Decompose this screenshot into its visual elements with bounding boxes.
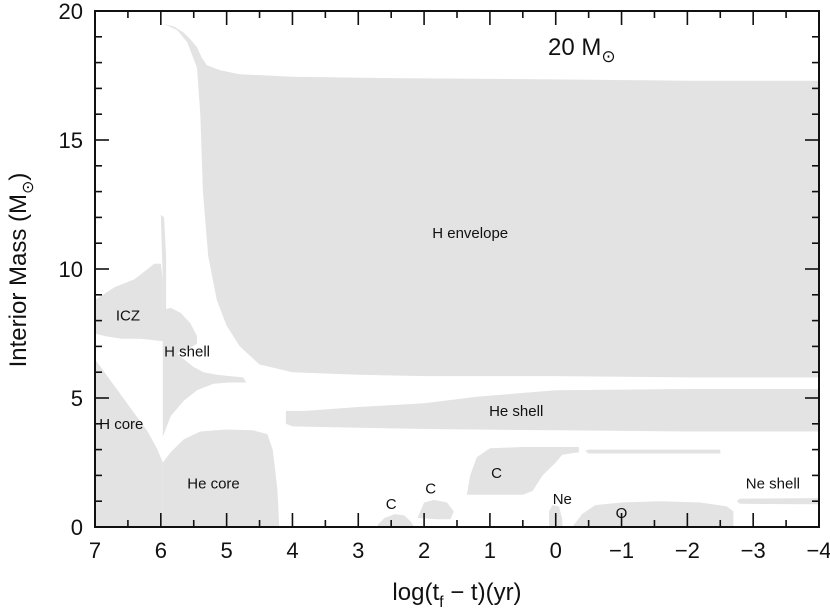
region-label-ne-shell-12: Ne shell [746, 475, 800, 492]
region-label-c-6: C [386, 496, 397, 513]
region-h-shell-2 [160, 214, 247, 437]
x-tick-label-8: −1 [609, 538, 634, 563]
region-label-c-8: C [491, 465, 502, 482]
region-label-he-shell-5: He shell [489, 403, 543, 420]
y-tick-label-2: 10 [59, 257, 83, 282]
x-tick-label-6: 1 [484, 538, 496, 563]
region-label-h-core-3: H core [99, 416, 143, 433]
y-tick-label-3: 15 [59, 128, 83, 153]
region-c-6 [378, 514, 415, 527]
x-tick-label-1: 6 [155, 538, 167, 563]
region-o-10 [572, 501, 734, 527]
region-h-envelope-0 [164, 23, 820, 378]
x-tick-label-7: 0 [550, 538, 562, 563]
region-he-shell-5 [285, 389, 819, 432]
x-tick-label-4: 3 [352, 538, 364, 563]
chart-title: 20 M⊙ [548, 34, 616, 66]
y-tick-label-4: 20 [59, 0, 83, 24]
y-tick-label-1: 5 [71, 386, 83, 411]
x-tick-label-10: −3 [741, 538, 766, 563]
region-h-core-3 [95, 359, 163, 527]
x-axis-label: log(tf − t)(yr) [392, 579, 521, 611]
x-tick-label-2: 5 [221, 538, 233, 563]
regions-layer [95, 23, 820, 527]
x-tick-label-5: 2 [418, 538, 430, 563]
region-label-h-shell-2: H shell [164, 344, 210, 361]
region-label-h-envelope-0: H envelope [432, 225, 508, 242]
y-axis-label: Interior Mass (M⊙) [5, 173, 37, 368]
x-tick-label-9: −2 [675, 538, 700, 563]
region-label-ne-9: Ne [553, 491, 572, 508]
region-label-c-7: C [425, 481, 436, 498]
x-tick-label-11: −4 [806, 538, 830, 563]
region-label-he-core-4: He core [187, 475, 240, 492]
region-c-8 [466, 447, 579, 495]
region-unlabeled-11 [585, 449, 721, 454]
region-icz-1 [95, 263, 197, 357]
x-tick-label-3: 4 [286, 538, 298, 563]
region-c-7 [417, 499, 454, 520]
x-tick-label-0: 7 [89, 538, 101, 563]
region-label-icz-1: ICZ [116, 308, 140, 325]
region-he-core-4 [162, 429, 280, 527]
y-tick-label-0: 0 [71, 515, 83, 540]
region-ne-shell-12 [736, 498, 819, 505]
